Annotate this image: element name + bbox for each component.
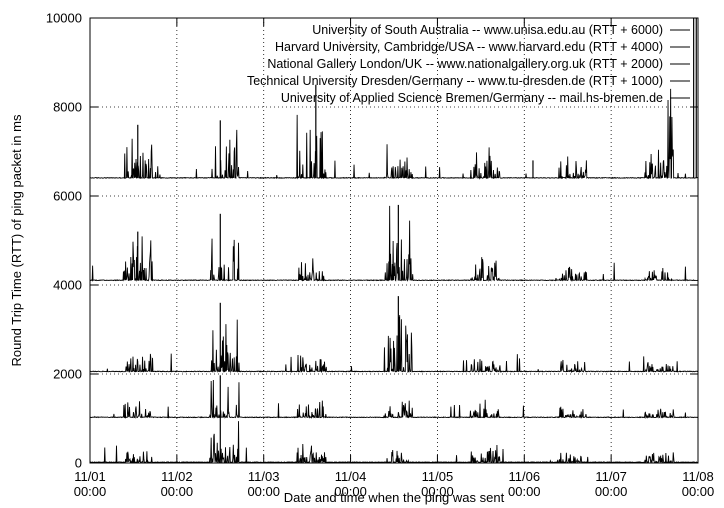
y-tick-label: 10000 [46,11,82,26]
plot-frame [89,17,699,464]
x-tick-date: 11/04 [335,469,367,484]
x-tick-time: 00:00 [74,484,107,499]
series-line-1 [89,205,699,282]
y-tick-label: 4000 [53,278,82,293]
grid-lines [90,18,698,463]
x-tick-date: 11/07 [595,469,627,484]
x-tick-time: 00:00 [682,484,715,499]
x-tick-date: 11/08 [682,469,714,484]
x-tick-time: 00:00 [161,484,194,499]
legend: University of South Australia -- www.uni… [247,23,690,105]
x-tick-date: 11/02 [161,469,193,484]
series-line-3 [89,380,699,419]
series-line-0 [89,88,699,180]
series-line-2 [89,315,699,374]
y-tick-label: 2000 [53,367,82,382]
y-tick-label: 8000 [53,100,82,115]
axes: 020004000600080001000011/0100:0011/0200:… [46,11,714,500]
series-line-4 [89,421,699,464]
series-traces [89,18,699,464]
legend-entry-2: National Gallery London/UK -- www.nation… [267,57,663,71]
x-axis-label: Date and time when the ping was sent [284,490,505,505]
x-tick-time: 00:00 [595,484,628,499]
legend-entry-1: Harvard University, Cambridge/USA -- www… [275,40,663,54]
y-tick-label: 0 [75,456,82,471]
x-tick-time: 00:00 [334,484,367,499]
x-tick-date: 11/03 [248,469,280,484]
x-tick-time: 00:00 [508,484,541,499]
legend-entry-4: University of Applied Science Bremen/Ger… [281,91,663,105]
legend-entry-0: University of South Australia -- www.uni… [312,23,663,37]
legend-entry-3: Technical University Dresden/Germany -- … [247,74,663,88]
x-tick-date: 11/01 [74,469,106,484]
x-tick-date: 11/06 [508,469,540,484]
x-tick-date: 11/05 [422,469,454,484]
y-axis-label: Round Trip Time (RTT) of ping packet in … [9,114,24,366]
x-tick-time: 00:00 [421,484,454,499]
y-tick-label: 6000 [53,189,82,204]
x-tick-time: 00:00 [247,484,280,499]
